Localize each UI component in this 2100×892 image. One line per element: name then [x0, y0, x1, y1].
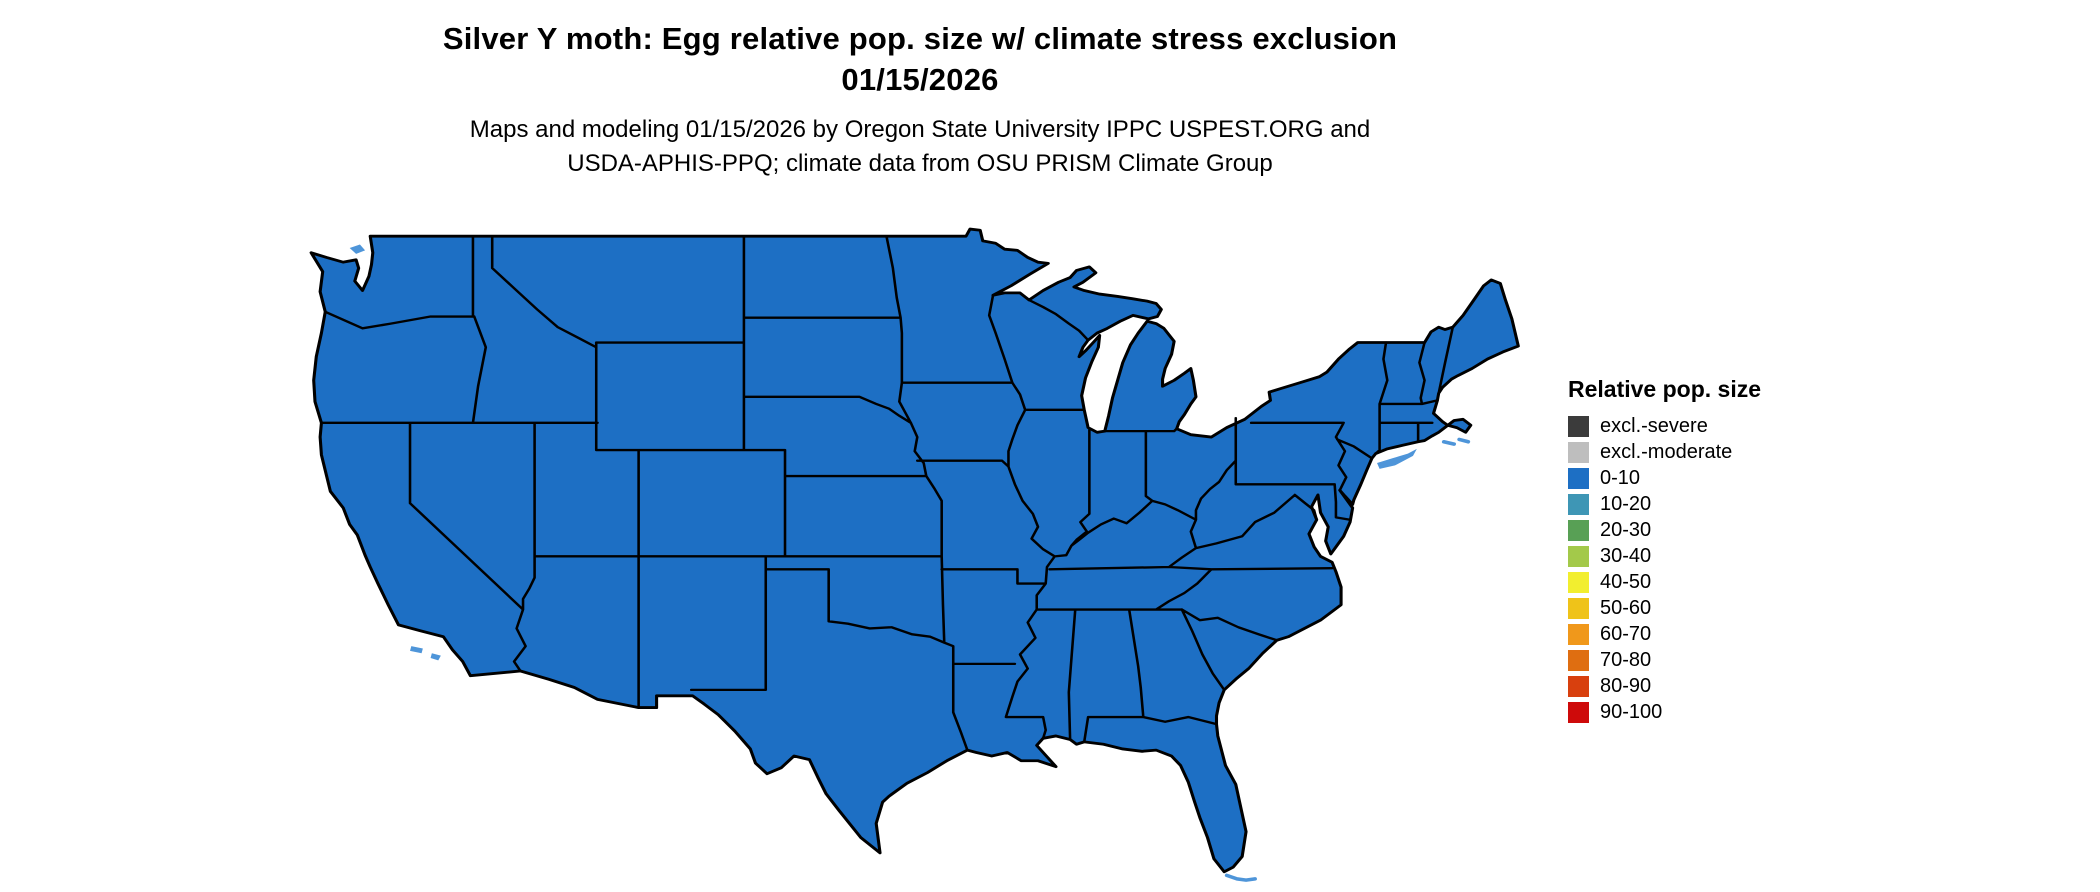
- legend-item: 90-100: [1568, 701, 1828, 723]
- us-choropleth-map: [306, 222, 1526, 886]
- legend-color-swatch: [1568, 520, 1589, 541]
- san-juan-islands: [349, 244, 366, 254]
- legend-item-label: 80-90: [1600, 675, 1652, 697]
- legend-item: 30-40: [1568, 545, 1828, 567]
- page-subtitle: Maps and modeling 01/15/2026 by Oregon S…: [0, 113, 1840, 181]
- us-map-svg: [309, 227, 1520, 882]
- legend-title: Relative pop. size: [1568, 376, 1762, 402]
- page-header: Silver Y moth: Egg relative pop. size w/…: [0, 18, 1840, 181]
- legend-items: excl.-severe excl.-moderate 0-10 10-20 2…: [1568, 415, 1828, 723]
- legend-item: 60-70: [1568, 623, 1828, 645]
- legend-color-swatch: [1568, 650, 1589, 671]
- channel-islands: [410, 646, 441, 661]
- legend-item-label: 90-100: [1600, 701, 1663, 723]
- legend-color-swatch: [1568, 624, 1589, 645]
- page-subtitle-line1: Maps and modeling 01/15/2026 by Oregon S…: [469, 116, 1371, 143]
- legend-color-swatch: [1568, 702, 1589, 723]
- legend-item: 20-30: [1568, 519, 1828, 541]
- coastal-fringe-islands: [349, 244, 1471, 882]
- legend-color-swatch: [1568, 572, 1589, 593]
- legend-item-label: excl.-severe: [1600, 415, 1708, 437]
- state-borders: [320, 234, 1455, 752]
- legend-item: excl.-moderate: [1568, 441, 1828, 463]
- florida-keys: [1224, 873, 1257, 882]
- legend-color-swatch: [1568, 442, 1589, 463]
- legend-item: 10-20: [1568, 493, 1828, 515]
- page-title-line1: Silver Y moth: Egg relative pop. size w/…: [442, 21, 1398, 56]
- map-legend: Relative pop. size excl.-severe excl.-mo…: [1568, 376, 1828, 728]
- legend-color-swatch: [1568, 468, 1589, 489]
- us-landmass: [309, 227, 1520, 874]
- legend-item-label: 70-80: [1600, 649, 1652, 671]
- legend-color-swatch: [1568, 676, 1589, 697]
- legend-item-label: 0-10: [1600, 467, 1641, 489]
- legend-color-swatch: [1568, 494, 1589, 515]
- legend-item-label: 40-50: [1600, 571, 1652, 593]
- legend-color-swatch: [1568, 546, 1589, 567]
- legend-item-label: excl.-moderate: [1600, 441, 1733, 463]
- legend-item: 80-90: [1568, 675, 1828, 697]
- legend-item: 0-10: [1568, 467, 1828, 489]
- legend-item: 70-80: [1568, 649, 1828, 671]
- legend-color-swatch: [1568, 598, 1589, 619]
- long-island: [1377, 448, 1417, 469]
- legend-item: excl.-severe: [1568, 415, 1828, 437]
- cape-cod-islands: [1441, 437, 1471, 446]
- legend-item-label: 30-40: [1600, 545, 1652, 567]
- legend-item-label: 20-30: [1600, 519, 1652, 541]
- legend-color-swatch: [1568, 416, 1589, 437]
- page-subtitle-line2: USDA-APHIS-PPQ; climate data from OSU PR…: [567, 150, 1273, 177]
- page-title-line2: 01/15/2026: [841, 62, 999, 97]
- legend-item-label: 10-20: [1600, 493, 1652, 515]
- legend-item: 40-50: [1568, 571, 1828, 593]
- legend-item-label: 60-70: [1600, 623, 1652, 645]
- legend-item-label: 50-60: [1600, 597, 1652, 619]
- legend-item: 50-60: [1568, 597, 1828, 619]
